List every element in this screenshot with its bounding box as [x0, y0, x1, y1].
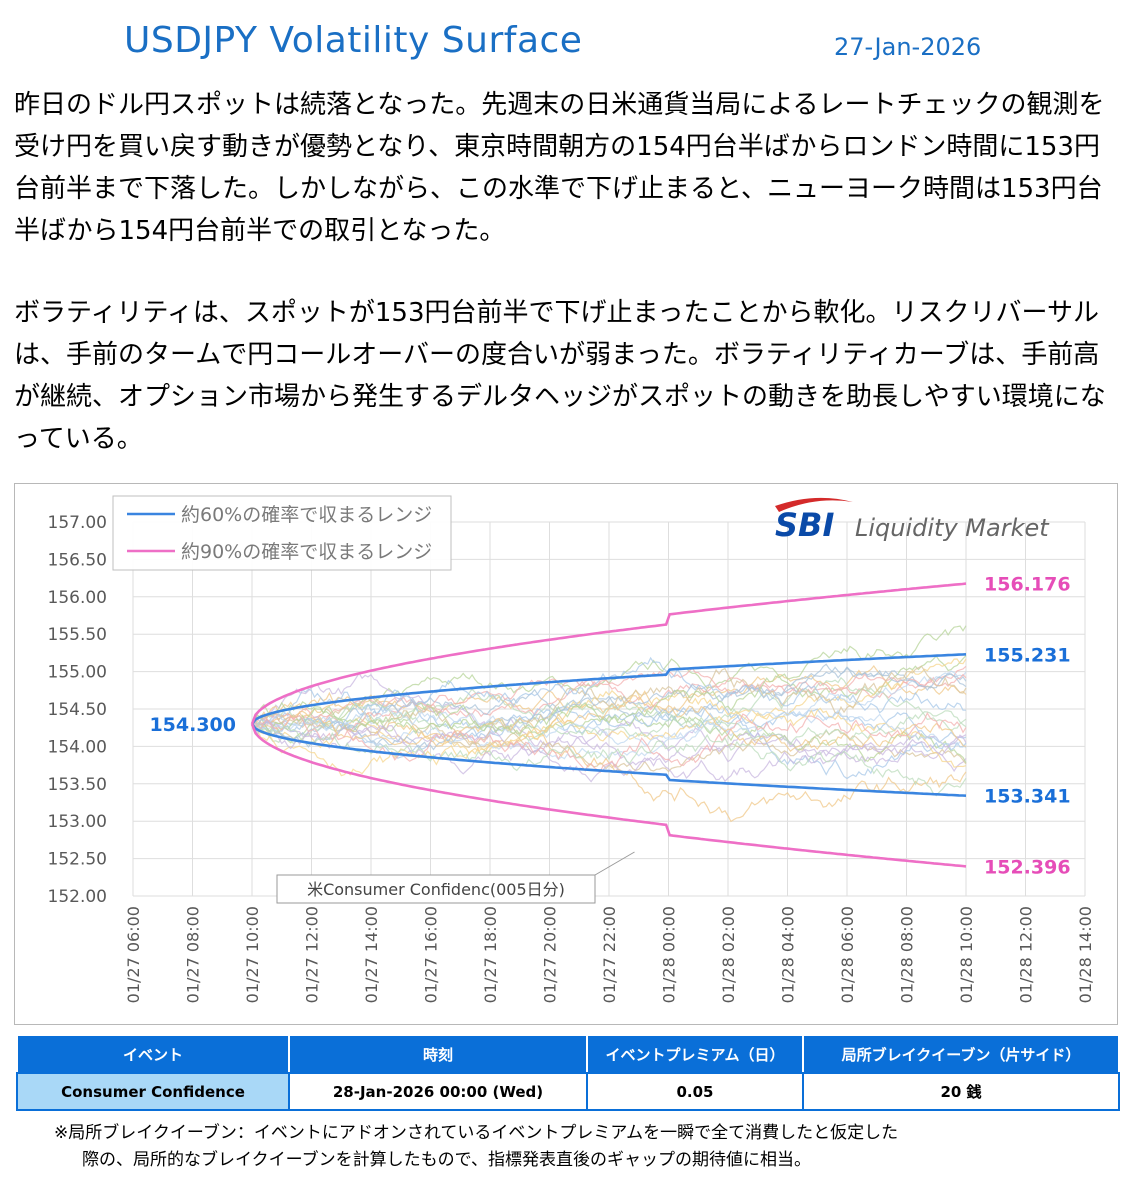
cell-event: Consumer Confidence — [16, 1072, 290, 1111]
y-tick-label: 153.00 — [48, 812, 107, 832]
band-60-upper — [250, 653, 967, 725]
simulated-path — [251, 667, 967, 733]
x-tick-label: 01/27 06:00 — [124, 906, 143, 1003]
x-tick-label: 01/27 22:00 — [600, 906, 619, 1003]
simulated-path — [251, 665, 967, 729]
y-tick-label: 152.00 — [48, 887, 107, 907]
event-annotation: 米Consumer Confidenc(005日分) — [276, 851, 635, 904]
x-tick-label: 01/28 06:00 — [838, 906, 857, 1003]
x-tick-label: 01/28 10:00 — [957, 906, 976, 1003]
band-90-upper — [250, 582, 967, 725]
sbi-liquidity-market-logo: SBI Liquidity Market — [775, 497, 1050, 544]
footnote-line-2: 際の、局所的なブレイクイーブンを計算したもので、指標発表直後のギャップの期待値に… — [82, 1150, 811, 1170]
y-tick-label: 153.50 — [48, 775, 107, 795]
header-event: イベント — [16, 1034, 290, 1074]
x-tick-label: 01/28 14:00 — [1076, 906, 1095, 1003]
chart-svg: 157.00 156.50 156.00 155.50 155.00 154.50 154.… — [48, 495, 1095, 1003]
simulated-path — [251, 711, 967, 774]
legend-label-90: 約90%の確率で収まるレンジ — [181, 541, 432, 563]
y-axis: 157.00 156.50 156.00 155.50 155.00 154.50 154.… — [48, 513, 107, 907]
band-end-labels: 155.231 153.341 156.176 152.396 154.300 — [149, 574, 1070, 879]
chart-legend: 約60%の確率で収まるレンジ 約90%の確率で収まるレンジ — [112, 495, 452, 571]
x-tick-label: 01/27 12:00 — [303, 906, 322, 1003]
footnote: ※局所ブレイクイーブン：イベントにアドオンされているイベントプレミアムを一瞬で全… — [54, 1120, 898, 1174]
spot-label: 154.300 — [149, 714, 236, 736]
volatility-cone-chart: 157.00 156.50 156.00 155.50 155.00 154.50 154.… — [14, 483, 1118, 1025]
simulated-path — [251, 718, 967, 797]
event-annotation-label: 米Consumer Confidenc(005日分) — [307, 880, 565, 899]
header-event-premium: イベントプレミアム（日） — [586, 1034, 804, 1074]
simulated-path — [251, 689, 967, 777]
x-tick-label: 01/27 18:00 — [481, 906, 500, 1003]
simulated-path — [251, 666, 967, 751]
label-60-lower: 153.341 — [984, 786, 1071, 808]
x-tick-label: 01/27 16:00 — [422, 906, 441, 1003]
label-90-upper: 156.176 — [984, 574, 1071, 596]
label-90-lower: 152.396 — [984, 856, 1071, 878]
table-row: Consumer Confidence 28-Jan-2026 00:00 (W… — [16, 1072, 1120, 1111]
legend-label-60: 約60%の確率で収まるレンジ — [181, 504, 432, 526]
x-tick-label: 01/28 08:00 — [898, 906, 917, 1003]
footnote-line-1: ※局所ブレイクイーブン：イベントにアドオンされているイベントプレミアムを一瞬で全… — [54, 1123, 899, 1143]
simulated-path — [251, 625, 967, 736]
cell-local-breakeven: 20 銭 — [802, 1072, 1120, 1111]
y-tick-label: 155.50 — [48, 625, 107, 645]
x-tick-label: 01/27 10:00 — [243, 906, 262, 1003]
simulated-path — [251, 705, 967, 759]
y-tick-label: 157.00 — [48, 513, 107, 533]
x-tick-label: 01/28 12:00 — [1017, 906, 1036, 1003]
report-date: 27-Jan-2026 — [834, 33, 982, 61]
y-tick-label: 156.50 — [48, 550, 107, 570]
y-tick-label: 154.50 — [48, 700, 107, 720]
x-axis: 01/27 06:00 01/27 08:00 01/27 10:00 01/27 1… — [124, 906, 1095, 1003]
simulated-path — [251, 665, 967, 746]
simulated-path — [251, 665, 967, 726]
simulated-path — [251, 688, 967, 780]
simulated-path — [251, 720, 967, 783]
probability-bands — [250, 582, 967, 868]
header-local-breakeven: 局所ブレイクイーブン（片サイド） — [802, 1034, 1120, 1074]
simulated-path — [251, 715, 967, 783]
event-table: イベント 時刻 イベントプレミアム（日） 局所ブレイクイーブン（片サイド） Co… — [16, 1034, 1120, 1111]
page-title: USDJPY Volatility Surface — [124, 20, 583, 61]
label-60-upper: 155.231 — [984, 644, 1071, 666]
event-table-header-row: イベント 時刻 イベントプレミアム（日） 局所ブレイクイーブン（片サイド） — [16, 1034, 1120, 1074]
x-tick-label: 01/27 14:00 — [362, 906, 381, 1003]
cell-event-premium: 0.05 — [586, 1072, 804, 1111]
simulated-path — [251, 701, 967, 764]
x-tick-label: 01/27 20:00 — [541, 906, 560, 1003]
x-tick-label: 01/28 00:00 — [660, 906, 679, 1003]
cell-time: 28-Jan-2026 00:00 (Wed) — [288, 1072, 588, 1111]
y-tick-label: 152.50 — [48, 850, 107, 870]
header-time: 時刻 — [288, 1034, 588, 1074]
y-tick-label: 155.00 — [48, 663, 107, 683]
commentary-paragraph-volatility: ボラティリティは、スポットが153円台前半で下げ止まったことから軟化。リスクリバ… — [14, 298, 1106, 454]
band-90-lower — [250, 723, 967, 868]
logo-text: Liquidity Market — [855, 514, 1050, 542]
x-tick-label: 01/28 04:00 — [779, 906, 798, 1003]
logo-mark: SBI — [775, 506, 834, 544]
y-tick-label: 154.00 — [48, 737, 107, 757]
commentary-paragraph-spot: 昨日のドル円スポットは続落となった。先週末の日米通貨当局によるレートチェックの観… — [14, 90, 1105, 246]
y-tick-label: 156.00 — [48, 588, 107, 608]
band-60-lower — [250, 723, 967, 797]
logo-swoosh-icon — [775, 497, 853, 512]
simulated-path — [251, 708, 967, 749]
x-tick-label: 01/28 02:00 — [719, 906, 738, 1003]
x-tick-label: 01/27 08:00 — [184, 906, 203, 1003]
